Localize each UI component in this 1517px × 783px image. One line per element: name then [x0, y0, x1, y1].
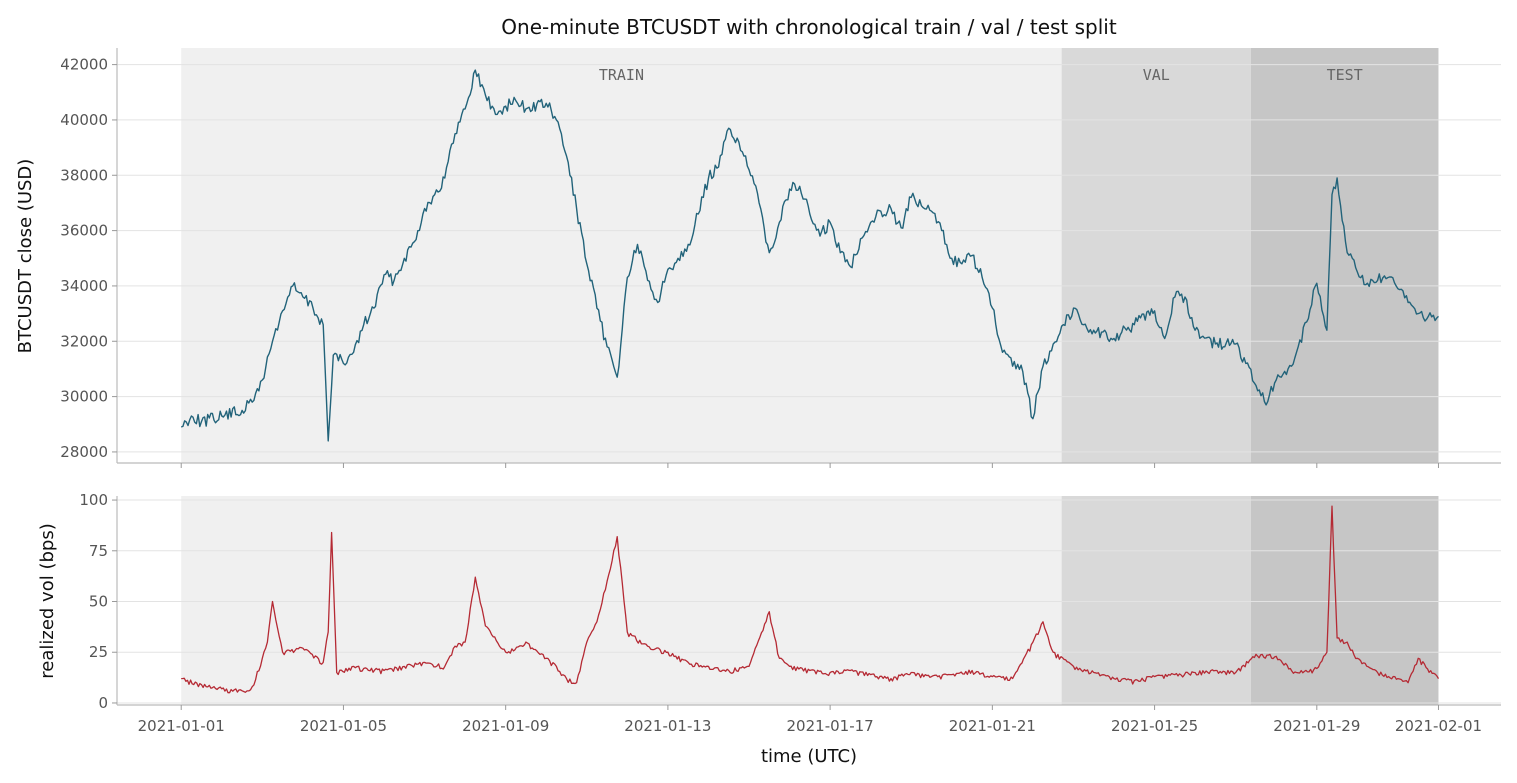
- vol-region-train: [181, 496, 1062, 705]
- price-panel-axes: [116, 48, 1501, 464]
- vol-panel-regions: [181, 496, 1439, 705]
- x-axis-label: time (UTC): [761, 746, 857, 767]
- x-tick-label: 2021-02-01: [1395, 717, 1482, 735]
- region-label-val: VAL: [1143, 66, 1170, 84]
- x-tick-label: 2021-01-21: [949, 717, 1036, 735]
- x-tick-label: 2021-01-29: [1273, 717, 1360, 735]
- price-y-tick-label: 28000: [60, 443, 108, 461]
- vol-region-test: [1250, 496, 1439, 705]
- price-y-tick-label: 42000: [60, 56, 108, 74]
- vol-series-line: [181, 505, 1440, 694]
- vol-y-tick-label: 25: [89, 643, 108, 661]
- vol-region-val: [1061, 496, 1251, 705]
- price-series-line: [180, 69, 1439, 442]
- x-tick-label: 2021-01-01: [138, 717, 225, 735]
- region-label-train: TRAIN: [599, 66, 644, 84]
- price-x-ticks: [180, 463, 1439, 468]
- price-y-axis-label: BTCUSDT close (USD): [15, 159, 36, 354]
- vol-panel-gridlines: [117, 499, 1501, 704]
- price-y-tick-label: 38000: [60, 166, 108, 184]
- vol-y-tick-label: 50: [89, 593, 108, 611]
- price-y-tick-label: 30000: [60, 388, 108, 406]
- x-tick-label: 2021-01-17: [787, 717, 874, 735]
- price-panel: TRAIN VAL TEST 28000 30000 32000 34000 36000 38…: [15, 48, 1501, 468]
- price-y-ticks: 28000 30000 32000 34000 36000 38000 40000 42000: [60, 56, 117, 461]
- vol-y-tick-label: 75: [89, 542, 108, 560]
- region-label-test: TEST: [1327, 66, 1363, 84]
- vol-x-ticks: 2021-01-01 2021-01-05 2021-01-09 2021-01-13…: [138, 705, 1482, 735]
- price-region-train: [181, 48, 1062, 463]
- price-panel-gridlines: [117, 64, 1501, 453]
- vol-y-axis-label: realized vol (bps): [37, 523, 58, 678]
- price-y-tick-label: 40000: [60, 111, 108, 129]
- price-y-tick-label: 32000: [60, 332, 108, 350]
- vol-y-tick-label: 100: [79, 491, 108, 509]
- price-region-test: [1250, 48, 1439, 463]
- price-y-tick-label: 34000: [60, 277, 108, 295]
- x-tick-label: 2021-01-25: [1111, 717, 1198, 735]
- vol-panel-axes: [116, 496, 1501, 706]
- x-tick-label: 2021-01-05: [300, 717, 387, 735]
- price-panel-region-labels: TRAIN VAL TEST: [599, 66, 1363, 84]
- price-region-val: [1061, 48, 1251, 463]
- x-tick-label: 2021-01-13: [624, 717, 711, 735]
- chart-title: One-minute BTCUSDT with chronological tr…: [501, 15, 1117, 39]
- vol-y-ticks: 0 25 50 75 100: [79, 491, 117, 712]
- price-y-tick-label: 36000: [60, 222, 108, 240]
- vol-y-tick-label: 0: [98, 694, 108, 712]
- price-panel-regions: [181, 48, 1439, 463]
- x-tick-label: 2021-01-09: [462, 717, 549, 735]
